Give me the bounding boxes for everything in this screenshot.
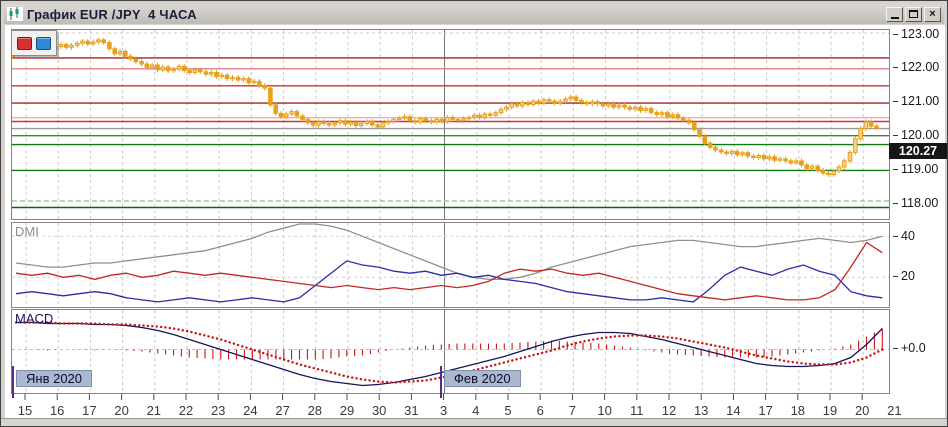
price-axis-label: 122.00	[893, 60, 945, 74]
x-axis-label: 29	[339, 403, 355, 418]
chart-style-red-button[interactable]	[17, 36, 32, 50]
x-axis-label: 27	[275, 403, 290, 418]
current-price-badge: 120.27	[889, 143, 947, 159]
x-axis-label: 17	[758, 403, 773, 418]
x-axis-label: 10	[597, 403, 612, 418]
x-axis-label: 7	[568, 403, 577, 418]
x-axis-label: 23	[210, 403, 226, 418]
chart-style-blue-button[interactable]	[36, 36, 51, 50]
x-axis-label: 24	[243, 403, 258, 418]
x-axis-label: 6	[536, 403, 544, 418]
x-axis-label: 17	[82, 403, 97, 418]
macd-axis-label: +0.0	[893, 341, 945, 355]
maximize-button[interactable]	[905, 6, 922, 22]
x-axis-label: 30	[371, 403, 387, 418]
maximize-icon	[909, 10, 918, 18]
month-marker-line	[440, 366, 442, 398]
dmi-indicator-panel[interactable]	[11, 222, 890, 308]
x-axis-label: 14	[726, 403, 741, 418]
x-axis-label: 15	[17, 403, 33, 418]
minimize-button[interactable]	[886, 6, 903, 22]
x-axis-label: 3	[439, 403, 448, 418]
x-axis-label: 12	[661, 403, 677, 418]
minimize-icon	[890, 17, 899, 19]
dmi-axis-label: 40	[893, 229, 945, 243]
x-axis-label: 13	[693, 403, 709, 418]
x-axis-label: 22	[178, 403, 194, 418]
x-axis-label: 4	[472, 403, 480, 418]
price-axis-label: 120.00	[893, 128, 945, 142]
window-title: График EUR /JPY 4 ЧАСА	[27, 6, 197, 22]
x-axis-label: 31	[404, 403, 419, 418]
title-bar[interactable]: График EUR /JPY 4 ЧАСА ×	[4, 4, 944, 24]
month-badge-0: Янв 2020	[16, 370, 93, 387]
chart-mini-toolbar	[11, 30, 57, 56]
x-axis-label: 20	[854, 403, 870, 418]
month-marker-line	[12, 366, 14, 398]
x-axis-label: 28	[307, 403, 323, 418]
x-axis-label: 21	[146, 403, 162, 418]
macd-indicator-panel[interactable]	[11, 309, 890, 394]
close-button[interactable]: ×	[924, 6, 941, 22]
x-axis-label: 16	[49, 403, 65, 418]
price-axis-label: 123.00	[893, 27, 945, 41]
close-icon: ×	[929, 7, 936, 20]
dmi-axis-label: 20	[893, 269, 945, 283]
macd-panel-label: MACD	[15, 311, 54, 326]
candlestick-chart-icon	[7, 7, 23, 21]
price-axis-label: 119.00	[893, 162, 945, 176]
price-axis-label: 121.00	[893, 94, 945, 108]
x-axis-label: 20	[114, 403, 129, 418]
chart-client-area: DMI MACD 123.00 122.00 121.00 120.00 119.00 1…	[5, 25, 947, 420]
month-badge-1: Фев 2020	[444, 370, 521, 387]
x-axis-label: 11	[630, 403, 644, 418]
x-axis-label: 19	[822, 403, 838, 418]
x-axis-label: 5	[504, 403, 512, 418]
x-axis-tick-strip	[24, 394, 863, 400]
x-axis-label: 18	[790, 403, 806, 418]
price-chart-panel[interactable]	[11, 29, 890, 220]
price-axis-label: 118.00	[893, 196, 945, 210]
x-axis-label: 21	[887, 403, 902, 418]
dmi-panel-label: DMI	[15, 224, 39, 239]
window-bottom-frame	[1, 418, 947, 426]
